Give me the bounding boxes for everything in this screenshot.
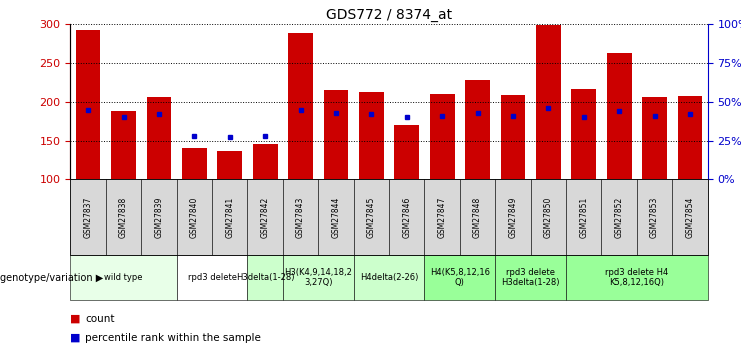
Text: GSM27843: GSM27843 [296,197,305,238]
Bar [324,90,348,179]
Text: GSM27846: GSM27846 [402,197,411,238]
Text: wild type: wild type [104,273,143,282]
Text: GSM27841: GSM27841 [225,197,234,238]
Bar [536,25,561,179]
Bar [359,92,384,179]
Bar [217,151,242,179]
Bar [430,94,454,179]
Bar [182,148,207,179]
Bar [147,97,171,179]
Bar [288,33,313,179]
Text: GSM27839: GSM27839 [154,197,164,238]
Text: ■: ■ [70,333,81,343]
Text: percentile rank within the sample: percentile rank within the sample [85,333,261,343]
Bar [642,97,667,179]
Text: GSM27850: GSM27850 [544,197,553,238]
Text: H3delta(1-28): H3delta(1-28) [236,273,294,282]
Text: GSM27848: GSM27848 [473,197,482,238]
Text: H4(K5,8,12,16
Q): H4(K5,8,12,16 Q) [430,268,490,287]
Bar [500,95,525,179]
Bar [76,30,101,179]
Text: GSM27840: GSM27840 [190,197,199,238]
Text: H4delta(2-26): H4delta(2-26) [360,273,418,282]
Title: GDS772 / 8374_at: GDS772 / 8374_at [326,8,452,22]
Text: count: count [85,314,115,324]
Bar [394,125,419,179]
Text: GSM27852: GSM27852 [614,197,624,238]
Text: rpd3 delete H4
K5,8,12,16Q): rpd3 delete H4 K5,8,12,16Q) [605,268,668,287]
Text: GSM27847: GSM27847 [438,197,447,238]
Text: genotype/variation ▶: genotype/variation ▶ [0,273,103,283]
Text: GSM27842: GSM27842 [261,197,270,238]
Text: rpd3 delete
H3delta(1-28): rpd3 delete H3delta(1-28) [502,268,560,287]
Text: GSM27837: GSM27837 [84,197,93,238]
Bar [465,80,490,179]
Text: GSM27849: GSM27849 [508,197,517,238]
Text: ■: ■ [70,314,81,324]
Text: GSM27844: GSM27844 [331,197,340,238]
Text: GSM27838: GSM27838 [119,197,128,238]
Text: rpd3 delete: rpd3 delete [187,273,236,282]
Bar [607,53,631,179]
Text: H3(K4,9,14,18,2
3,27Q): H3(K4,9,14,18,2 3,27Q) [285,268,352,287]
Text: GSM27845: GSM27845 [367,197,376,238]
Text: GSM27853: GSM27853 [650,197,659,238]
Text: GSM27851: GSM27851 [579,197,588,238]
Bar [253,145,277,179]
Bar [111,111,136,179]
Bar [677,96,702,179]
Text: GSM27854: GSM27854 [685,197,694,238]
Bar [571,89,596,179]
